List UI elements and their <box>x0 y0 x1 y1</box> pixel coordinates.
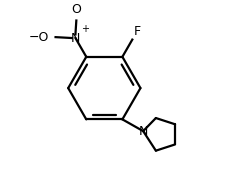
Text: O: O <box>71 3 81 16</box>
Text: F: F <box>134 25 141 38</box>
Text: N: N <box>138 125 148 138</box>
Text: +: + <box>81 24 89 34</box>
Text: N: N <box>71 31 80 45</box>
Text: −O: −O <box>29 31 49 44</box>
